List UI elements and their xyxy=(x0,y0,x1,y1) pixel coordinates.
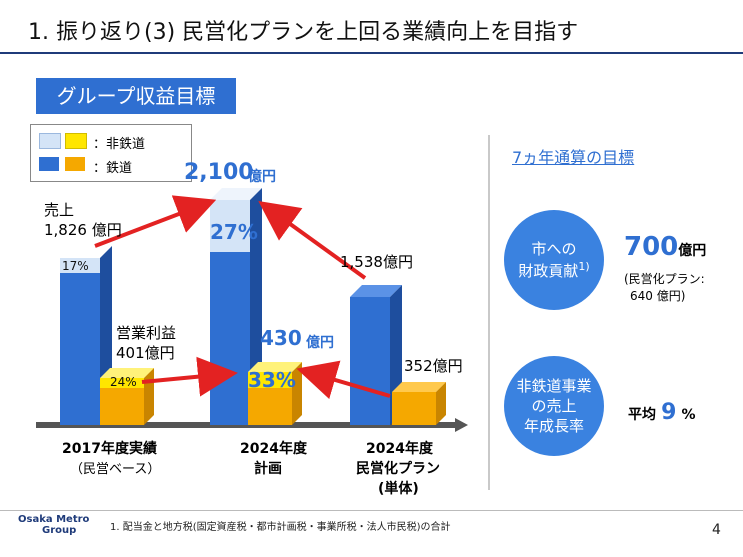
logo-line2: Group xyxy=(42,525,77,536)
category-2024-sub: 計画 xyxy=(254,461,282,477)
profit-2017-value: 401億円 xyxy=(116,344,175,362)
panel-divider xyxy=(488,135,490,490)
sales-2024-non-rail-pct: 27% xyxy=(210,220,258,244)
category-2017-note: （民営ベース） xyxy=(70,462,161,477)
fiscal-contribution-line2: 財政貢献 xyxy=(518,261,579,280)
category-plan-sub: 民営化プラン xyxy=(356,461,440,477)
profit-increase-arrow xyxy=(141,356,238,397)
non-rail-growth-line2: の売上 xyxy=(531,396,577,415)
page-number: 4 xyxy=(712,522,721,538)
sales-bar-2017 xyxy=(60,246,112,425)
sales-increase-arrow xyxy=(94,195,217,248)
logo-line1: Osaka Metro xyxy=(18,514,90,525)
legend-rail-label: ：鉄道 xyxy=(93,161,133,176)
non-rail-growth-value: 平均 9 % xyxy=(628,400,696,425)
title-underline xyxy=(0,52,743,54)
fiscal-contribution-unit: 億円 xyxy=(678,243,707,259)
profit-bar-2024 xyxy=(248,362,302,425)
category-2024: 2024年度 xyxy=(240,441,307,457)
fiscal-contribution-plan-note: (民営化プラン: xyxy=(624,272,705,286)
company-logo: Osaka Metro Group xyxy=(18,514,89,536)
growth-number: 9 xyxy=(661,400,677,425)
sales-2024-unit: 億円 xyxy=(248,169,276,185)
cumulative-target-title: 7ヵ年通算の目標 xyxy=(512,148,635,167)
category-2017: 2017年度実績 xyxy=(62,441,157,457)
fiscal-contribution-number: 700 xyxy=(624,232,679,262)
x-axis-arrowhead xyxy=(455,418,468,432)
legend-non-rail-label: ：非鉄道 xyxy=(93,137,146,152)
sales-vs-plan-arrow xyxy=(258,200,367,280)
sales-plan-value: 1,538億円 xyxy=(340,253,413,271)
legend-non-rail-sales-swatch xyxy=(39,133,61,149)
category-plan: 2024年度 xyxy=(366,441,433,457)
profit-bar-plan xyxy=(392,382,446,425)
chart-legend: ：非鉄道 ：鉄道 xyxy=(30,124,192,182)
non-rail-growth-line3: 年成長率 xyxy=(523,417,584,436)
profit-2017-label: 営業利益 xyxy=(116,324,177,342)
growth-prefix: 平均 xyxy=(628,407,656,423)
growth-unit: % xyxy=(681,407,696,423)
category-plan-note: (単体) xyxy=(378,481,419,497)
profit-plan-value: 352億円 xyxy=(404,357,463,375)
legend-rail-sales-swatch xyxy=(39,157,59,171)
legend-non-rail-profit-swatch xyxy=(65,133,87,149)
non-rail-growth-circle: 非鉄道事業 の売上 年成長率 xyxy=(504,356,604,456)
page-title: 1. 振り返り(3) 民営化プランを上回る業績向上を目指す xyxy=(28,20,579,45)
fiscal-contribution-circle: 市への 財政貢献1) xyxy=(504,210,604,310)
sales-2024-value: 2,100 xyxy=(184,160,254,185)
legend-rail-profit-swatch xyxy=(65,157,85,171)
footer-rule xyxy=(0,510,743,511)
fiscal-contribution-plan-value: 640 億円) xyxy=(630,289,686,303)
profit-2024-unit: 億円 xyxy=(306,335,334,351)
fiscal-contribution-footnote-mark: 1) xyxy=(578,259,590,273)
fiscal-contribution-line1: 市への xyxy=(531,240,577,259)
profit-vs-plan-arrow xyxy=(296,360,391,400)
sales-2017-value: 1,826 億円 xyxy=(44,221,122,239)
sales-2017-non-rail-pct: 17% xyxy=(62,259,89,273)
non-rail-growth-line1: 非鉄道事業 xyxy=(516,376,592,395)
profit-2017-non-rail-pct: 24% xyxy=(110,375,137,389)
profit-2024-value: 430 xyxy=(260,326,302,350)
fiscal-contribution-value: 700億円 xyxy=(624,232,706,262)
footnote: 1. 配当金と地方税(固定資産税・都市計画税・事業所税・法人市民税)の合計 xyxy=(110,522,451,533)
sales-2017-label: 売上 xyxy=(44,201,75,219)
profit-2024-non-rail-pct: 33% xyxy=(248,368,296,392)
section-label: グループ収益目標 xyxy=(36,78,236,114)
